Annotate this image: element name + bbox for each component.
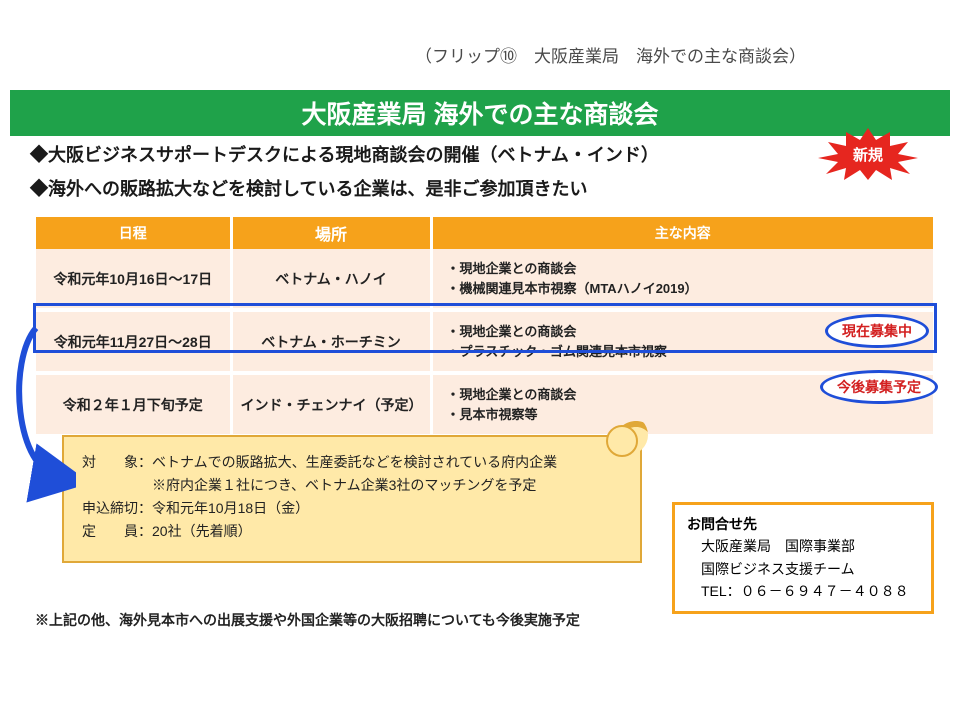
bullet-list: ◆大阪ビジネスサポートデスクによる現地商談会の開催（ベトナム・インド） ◆海外へ… bbox=[30, 138, 659, 206]
details-line: ※府内企業１社につき、ベトナム企業3社のマッチングを予定 bbox=[82, 474, 622, 497]
scroll-curl-icon bbox=[608, 415, 648, 455]
table-row: 令和元年10月16日～17日 ベトナム・ハノイ ・現地企業との商談会 ・機械関連… bbox=[36, 249, 933, 310]
details-box: 対 象：ベトナムでの販路拡大、生産委託などを検討されている府内企業 ※府内企業１… bbox=[62, 435, 642, 563]
page-title: 大阪産業局 海外での主な商談会 bbox=[10, 90, 950, 136]
footnote: ※上記の他、海外見本市への出展支援や外国企業等の大阪招聘についても今後実施予定 bbox=[35, 610, 580, 630]
th-date: 日程 bbox=[36, 217, 231, 249]
new-badge: 新規 bbox=[818, 128, 918, 180]
contact-header: お問合せ先 bbox=[687, 513, 919, 535]
table-header-row: 日程 場所 主な内容 bbox=[36, 217, 933, 249]
bullet-item: ◆海外への販路拡大などを検討している企業は、是非ご参加頂きたい bbox=[30, 172, 659, 206]
bullet-item: ◆大阪ビジネスサポートデスクによる現地商談会の開催（ベトナム・インド） bbox=[30, 138, 659, 172]
contact-line: 大阪産業局 国際事業部 bbox=[687, 535, 919, 557]
cell-place: インド・チェンナイ（予定） bbox=[231, 373, 431, 436]
details-line: 申込締切：令和元年10月18日（金） bbox=[82, 497, 622, 520]
contact-line: 国際ビジネス支援チーム bbox=[687, 558, 919, 580]
status-current-badge: 現在募集中 bbox=[825, 314, 929, 348]
table-row: 令和元年11月27日～28日 ベトナム・ホーチミン ・現地企業との商談会 ・プラ… bbox=[36, 310, 933, 373]
new-badge-label: 新規 bbox=[853, 144, 883, 165]
cell-place: ベトナム・ホーチミン bbox=[231, 310, 431, 373]
table-row: 令和２年１月下旬予定 インド・チェンナイ（予定） ・現地企業との商談会 ・見本市… bbox=[36, 373, 933, 436]
th-content: 主な内容 bbox=[431, 217, 933, 249]
breadcrumb: （フリップ⑩ 大阪産業局 海外での主な商談会） bbox=[415, 42, 930, 67]
th-place: 場所 bbox=[231, 217, 431, 249]
contact-box: お問合せ先 大阪産業局 国際事業部 国際ビジネス支援チーム TEL：０６－６９４… bbox=[672, 502, 934, 614]
cell-date: 令和元年10月16日～17日 bbox=[36, 249, 231, 310]
details-line: 定 員：20社（先着順） bbox=[82, 520, 622, 543]
contact-line: TEL：０６－６９４７－４０８８ bbox=[687, 580, 919, 602]
cell-place: ベトナム・ハノイ bbox=[231, 249, 431, 310]
details-line: 対 象：ベトナムでの販路拡大、生産委託などを検討されている府内企業 bbox=[82, 451, 622, 474]
callout-arrow-icon bbox=[16, 320, 76, 520]
status-future-badge: 今後募集予定 bbox=[820, 370, 938, 404]
cell-content: ・現地企業との商談会 ・機械関連見本市視察（MTAハノイ2019） bbox=[431, 249, 933, 310]
schedule-table: 日程 場所 主な内容 令和元年10月16日～17日 ベトナム・ハノイ ・現地企業… bbox=[36, 217, 933, 438]
